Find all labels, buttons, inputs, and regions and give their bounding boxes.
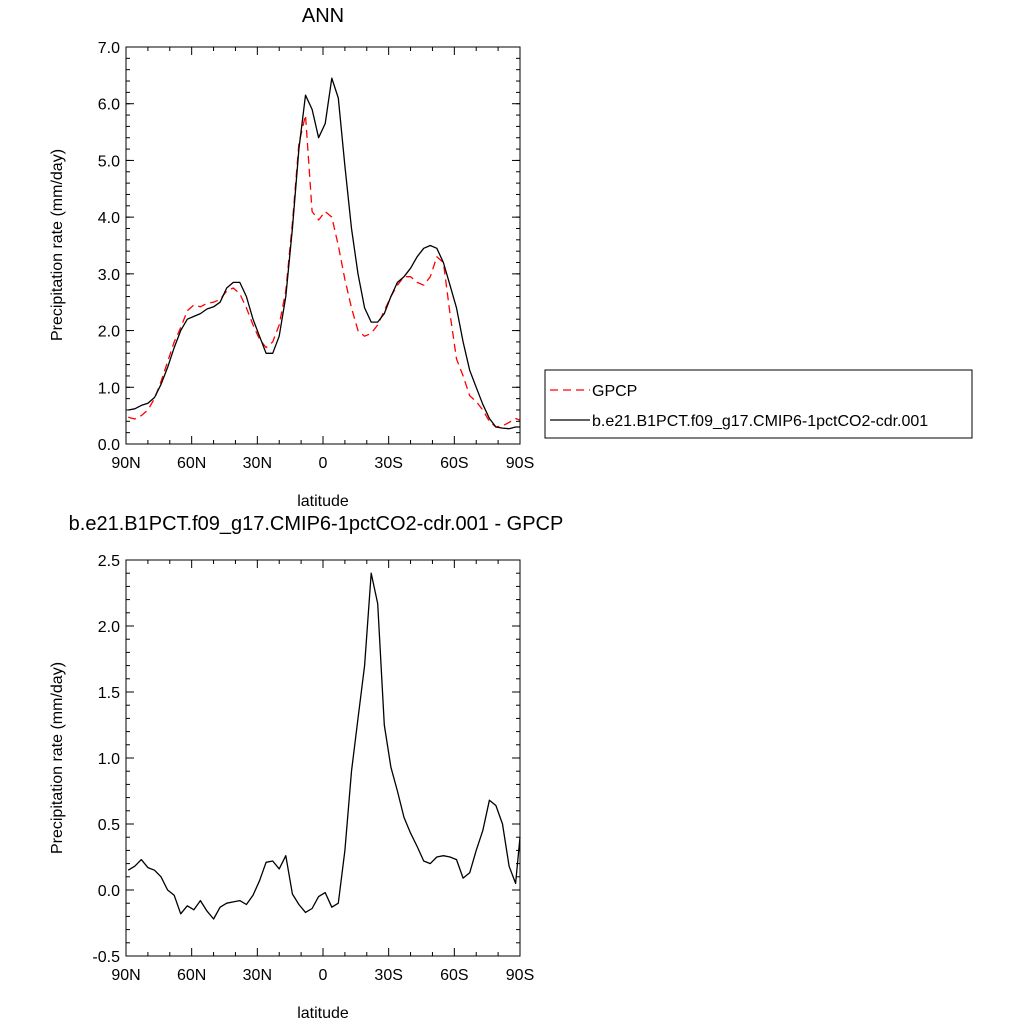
bottom-y-tick-label: 2.0 [98, 619, 120, 636]
legend: GPCP b.e21.B1PCT.f09_g17.CMIP6-1pctCO2-c… [544, 369, 973, 439]
top-y-tick-label: 7.0 [98, 40, 120, 57]
top-series-line-0 [128, 114, 521, 428]
bottom-y-tick-label: 2.5 [98, 553, 120, 570]
bottom-x-tick-label: 60N [177, 967, 206, 984]
bottom-panel: b.e21.B1PCT.f09_g17.CMIP6-1pctCO2-cdr.00… [49, 513, 563, 1022]
top-y-axis-label: Precipitation rate (mm/day) [49, 149, 66, 341]
bottom-y-tick-label: 1.0 [98, 751, 120, 768]
top-y-tick-label: 4.0 [98, 210, 120, 227]
top-series-group [128, 77, 521, 430]
top-y-tick-label: 6.0 [98, 97, 120, 114]
bottom-x-tick-label: 60S [440, 967, 468, 984]
top-series-line-1 [128, 77, 520, 430]
bottom-x-tick-label: 30N [243, 967, 272, 984]
top-y-tick-label: 1.0 [98, 380, 120, 397]
top-panel: ANN Precipitation rate (mm/day) latitude… [49, 5, 534, 510]
bottom-x-tick-label: 90N [111, 967, 140, 984]
top-x-tick-label: 60N [177, 455, 206, 472]
bottom-x-tick-label: 0 [319, 967, 328, 984]
top-x-tick-label: 60S [440, 455, 468, 472]
top-x-tick-label: 90S [506, 455, 534, 472]
top-x-tick-label: 90N [111, 455, 140, 472]
top-axis-ticks: 90N 60N 30N 0 30S 60S 90S 0.0 1.0 2.0 3.0 4.0 5.0 6.0… [98, 40, 534, 472]
top-x-tick-label: 0 [319, 455, 328, 472]
bottom-y-tick-label: 0.0 [98, 883, 120, 900]
bottom-x-tick-label: 90S [506, 967, 534, 984]
legend-label-model: b.e21.B1PCT.f09_g17.CMIP6-1pctCO2-cdr.00… [592, 413, 928, 430]
top-x-tick-label: 30S [374, 455, 402, 472]
top-y-tick-label: 2.0 [98, 324, 120, 341]
bottom-plot-frame [125, 559, 521, 957]
top-y-tick-label: 0.0 [98, 437, 120, 454]
bottom-y-tick-label: -0.5 [92, 949, 120, 966]
legend-label-gpcp: GPCP [592, 383, 637, 400]
top-x-tick-label: 30N [243, 455, 272, 472]
top-plot-frame [125, 46, 521, 445]
top-y-tick-label: 3.0 [98, 267, 120, 284]
legend-box [544, 369, 973, 439]
top-y-tick-label: 5.0 [98, 153, 120, 170]
bottom-y-tick-label: 1.5 [98, 685, 120, 702]
bottom-series-line-0 [127, 572, 521, 920]
bottom-axis-ticks: 90N 60N 30N 0 30S 60S 90S -0.5 0.0 0.5 1.0 1.5 2.0 2.… [92, 553, 534, 984]
top-x-axis-label: latitude [297, 493, 349, 510]
bottom-x-axis-label: latitude [297, 1005, 349, 1022]
bottom-y-axis-label: Precipitation rate (mm/day) [49, 662, 66, 854]
bottom-series-group [127, 572, 521, 920]
bottom-x-tick-label: 30S [374, 967, 402, 984]
bottom-chart-title: b.e21.B1PCT.f09_g17.CMIP6-1pctCO2-cdr.00… [69, 513, 564, 535]
bottom-y-tick-label: 0.5 [98, 817, 120, 834]
top-chart-title: ANN [302, 5, 344, 27]
